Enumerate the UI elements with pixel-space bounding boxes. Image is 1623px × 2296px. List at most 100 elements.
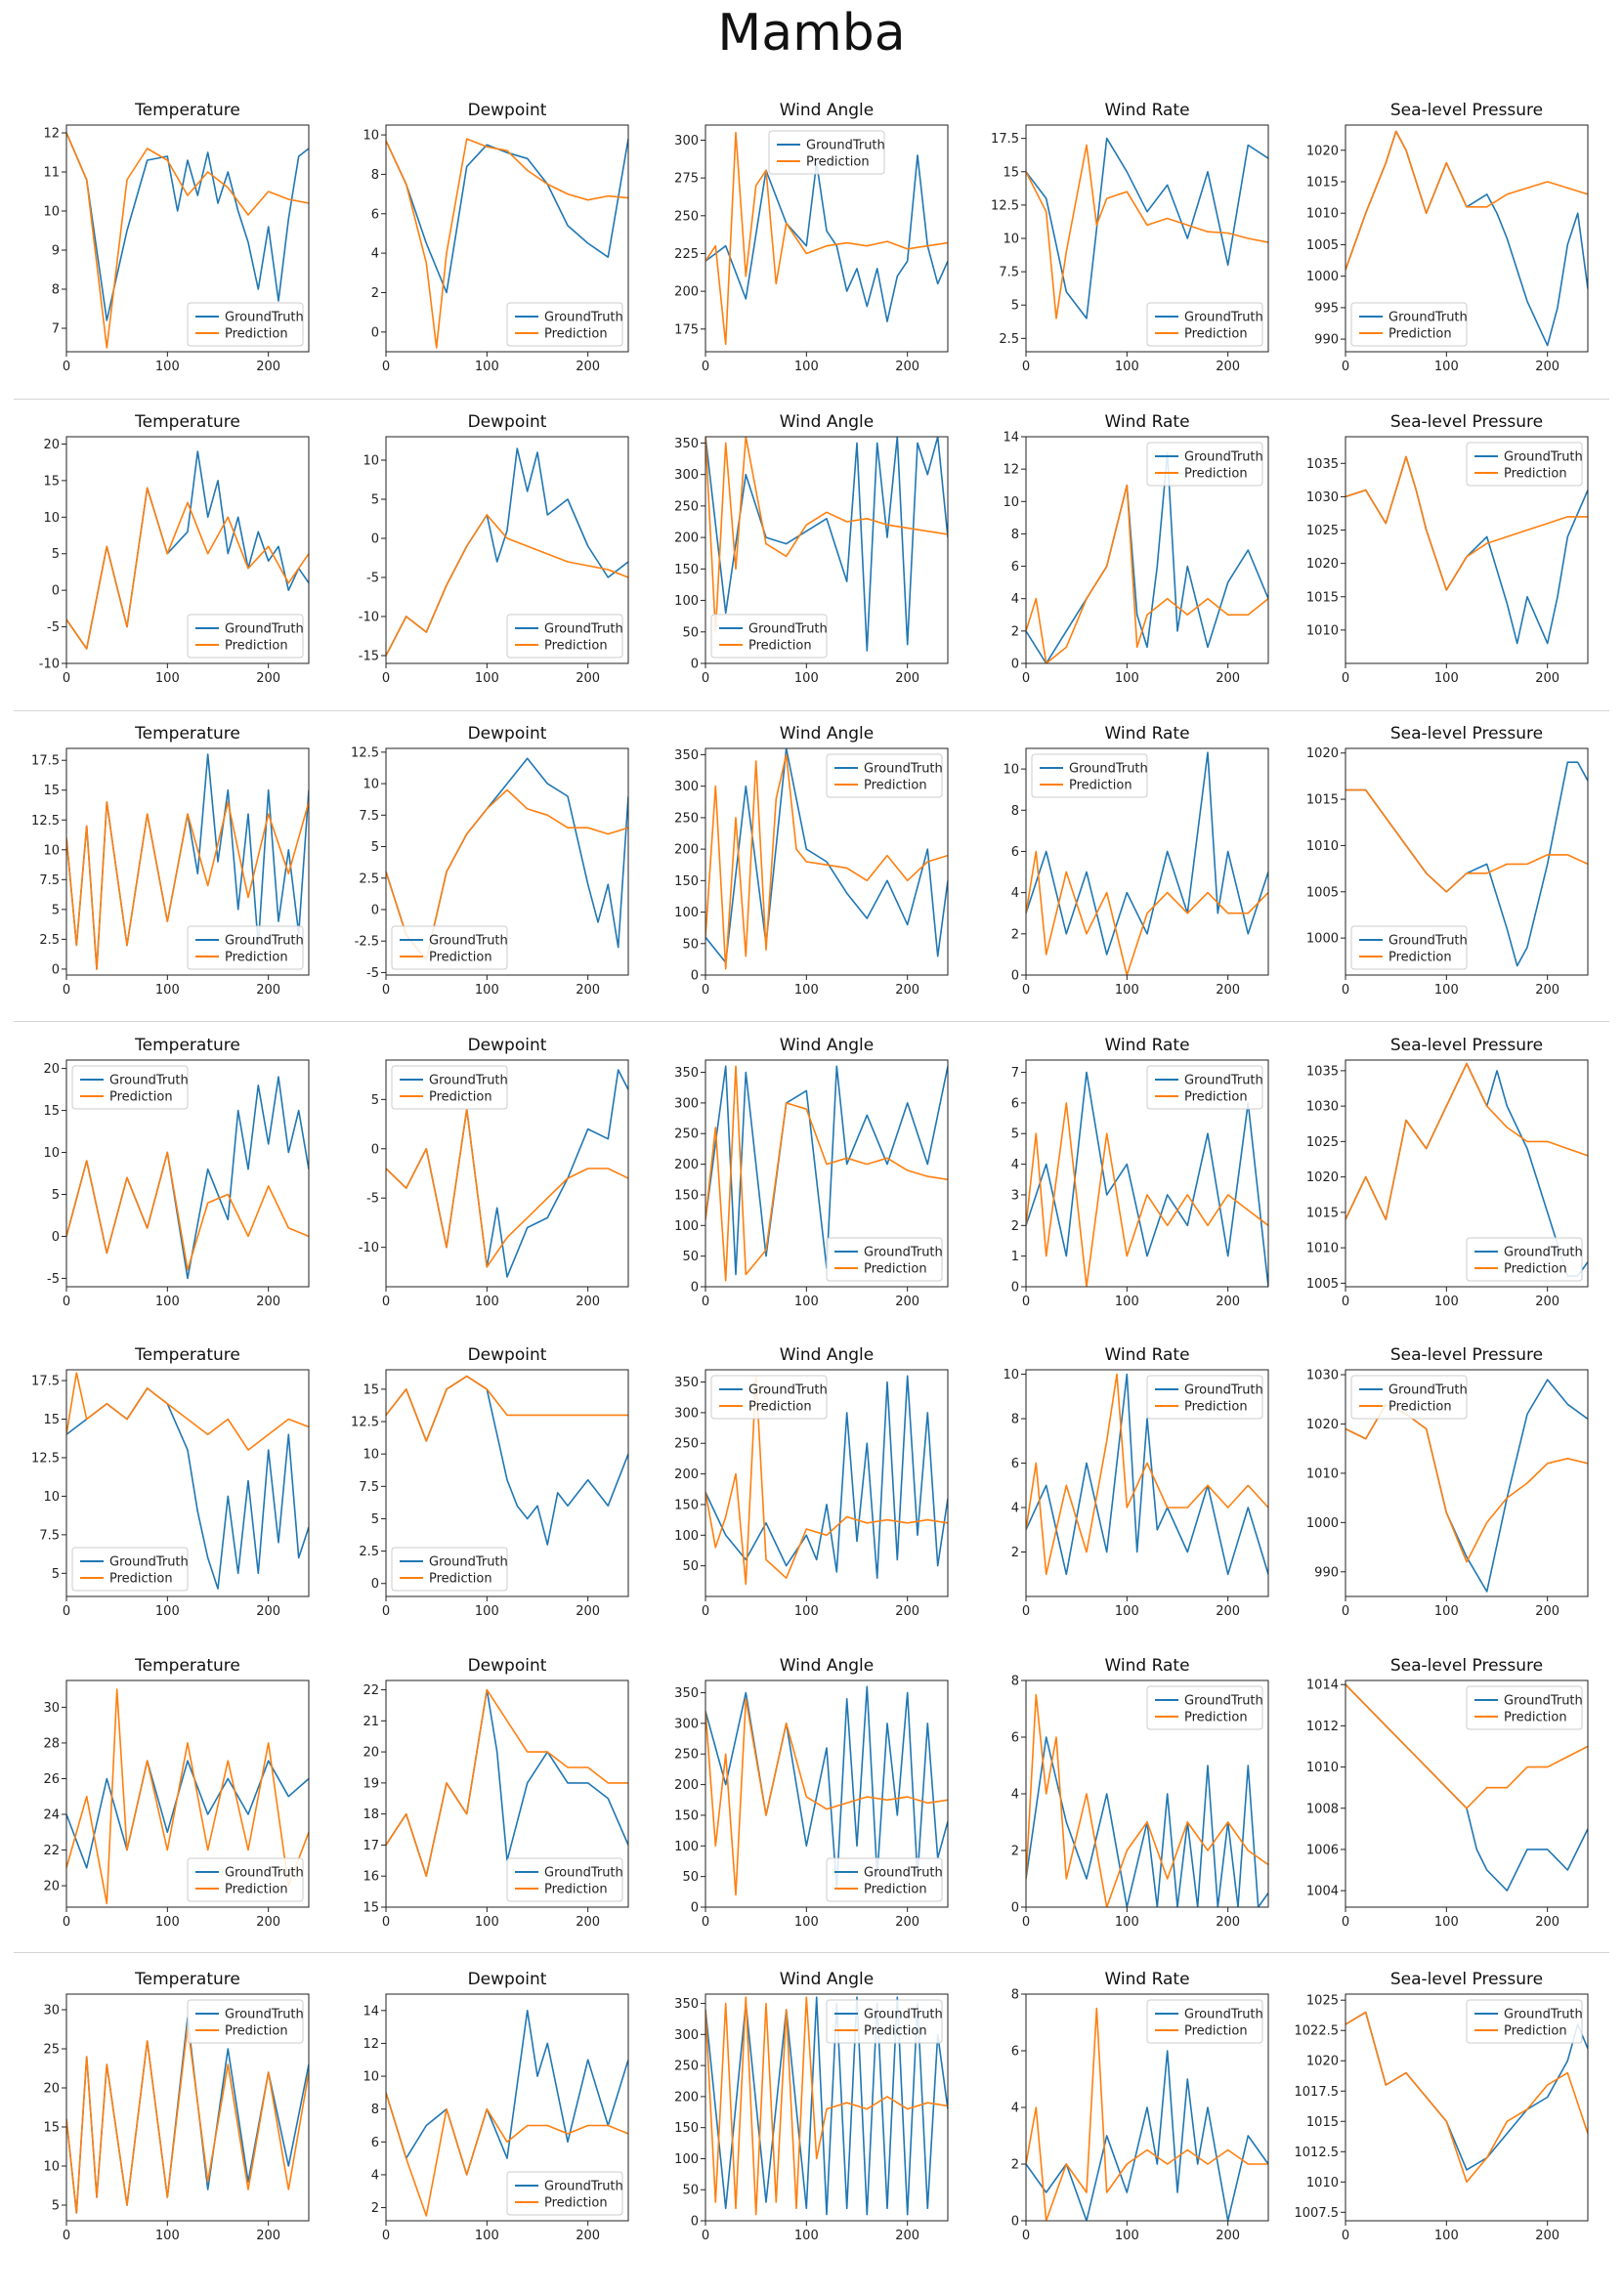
legend-label: GroundTruth bbox=[544, 1866, 623, 1881]
y-tick-label: 10 bbox=[1003, 763, 1019, 778]
plot-frame bbox=[65, 1679, 310, 1908]
chart-panel: Sea-level Pressure 0 100 200 990 995 1000 1005 1… bbox=[1306, 101, 1589, 374]
x-tick-label: 100 bbox=[155, 1604, 180, 1619]
legend-label: Prediction bbox=[1184, 1400, 1248, 1415]
y-tick-label: 150 bbox=[674, 1808, 699, 1823]
y-tick-label: 0 bbox=[371, 1142, 379, 1157]
x-tick-label: 200 bbox=[895, 1295, 919, 1309]
y-tick-label: 100 bbox=[674, 594, 699, 609]
y-tick-label: 24 bbox=[43, 1808, 60, 1823]
legend-label: GroundTruth bbox=[1504, 1246, 1583, 1260]
y-tick-label: 25 bbox=[43, 2043, 60, 2058]
y-tick-label: 1025 bbox=[1306, 1994, 1339, 2009]
y-tick-label: 20 bbox=[43, 438, 60, 452]
y-tick-label: 1030 bbox=[1306, 1100, 1339, 1115]
y-tick-label: 250 bbox=[674, 811, 699, 826]
plot-frame bbox=[385, 1993, 629, 2222]
legend-label: GroundTruth bbox=[109, 1074, 189, 1088]
legend-label: GroundTruth bbox=[864, 2008, 943, 2022]
chart-panel: Sea-level Pressure 0 100 200 1005 1010 1015 102… bbox=[1306, 1036, 1589, 1309]
legend: GroundTruth Prediction bbox=[826, 1857, 943, 1902]
x-tick-label: 100 bbox=[155, 360, 180, 374]
legend-label: Prediction bbox=[864, 1262, 927, 1277]
x-tick-label: 0 bbox=[1022, 360, 1030, 374]
series-line-prediction bbox=[705, 131, 948, 346]
plot-frame bbox=[1345, 1369, 1589, 1597]
x-tick-label: 200 bbox=[576, 1915, 600, 1930]
series-line-prediction bbox=[1345, 1403, 1588, 1563]
y-tick-label: 150 bbox=[674, 1188, 699, 1203]
y-tick-label: 1017.5 bbox=[1295, 2085, 1340, 2100]
legend-label: GroundTruth bbox=[1069, 762, 1148, 777]
x-tick-label: 100 bbox=[794, 983, 819, 998]
legend-label: GroundTruth bbox=[864, 1866, 943, 1881]
legend-box bbox=[391, 1547, 508, 1592]
y-tick-label: 0 bbox=[371, 1577, 379, 1592]
y-tick-label: 200 bbox=[674, 285, 699, 300]
y-tick-label: -5 bbox=[366, 966, 379, 981]
y-tick-label: 12.5 bbox=[351, 1416, 379, 1430]
y-tick-label: 12 bbox=[1003, 463, 1019, 478]
plot-frame bbox=[65, 1369, 310, 1597]
y-tick-label: 1000 bbox=[1306, 932, 1339, 947]
y-tick-label: 1020 bbox=[1306, 557, 1339, 572]
chart-panel: Wind Rate 0 100 200 0 1 2 3 4 5 6 7 GroundTruth Predi… bbox=[1011, 1036, 1269, 1309]
y-tick-label: 250 bbox=[674, 1127, 699, 1142]
x-tick-label: 100 bbox=[475, 1295, 499, 1309]
series-line-prediction bbox=[705, 1996, 948, 2216]
y-tick-label: 15 bbox=[43, 784, 60, 798]
x-tick-label: 200 bbox=[895, 360, 919, 374]
panel-title: Wind Rate bbox=[1104, 724, 1189, 744]
y-tick-label: 150 bbox=[674, 563, 699, 577]
legend: GroundTruth Prediction bbox=[71, 1065, 189, 1110]
series-line-prediction bbox=[66, 1151, 309, 1271]
chart-panel: Wind Rate 0 100 200 2 4 6 8 10 GroundTruth Predict… bbox=[1003, 1345, 1269, 1619]
x-tick-label: 200 bbox=[256, 671, 280, 686]
legend-label: Prediction bbox=[109, 1090, 173, 1105]
plot-frame bbox=[65, 1059, 310, 1288]
y-tick-label: 1000 bbox=[1306, 270, 1339, 284]
series-line-prediction bbox=[705, 1375, 948, 1586]
series-line-groundtruth bbox=[1026, 137, 1268, 319]
legend-label: GroundTruth bbox=[225, 2008, 304, 2022]
y-tick-label: 5 bbox=[52, 1567, 60, 1582]
chart-panel: Wind Angle 0 100 200 175 200 225 250 275 300 Groun… bbox=[674, 101, 949, 374]
y-tick-label: 19 bbox=[363, 1776, 379, 1791]
legend-box bbox=[826, 1999, 943, 2044]
panel-title: Temperature bbox=[134, 1970, 240, 1989]
y-tick-label: 300 bbox=[674, 2028, 699, 2043]
y-tick-label: 8 bbox=[1011, 804, 1019, 819]
x-tick-label: 200 bbox=[576, 983, 600, 998]
y-tick-label: 22 bbox=[43, 1844, 60, 1858]
legend-box bbox=[1031, 753, 1148, 798]
y-tick-label: -5 bbox=[47, 1272, 60, 1287]
legend-label: Prediction bbox=[544, 639, 608, 654]
series-line-prediction bbox=[386, 514, 628, 657]
y-tick-label: 22 bbox=[363, 1683, 379, 1698]
chart-panel: Temperature 0 100 200 0 2.5 5 7.5 10 12.5 15 17.5 Gr… bbox=[31, 724, 310, 998]
y-tick-label: 4 bbox=[371, 247, 379, 262]
y-tick-label: 0 bbox=[1011, 1281, 1019, 1296]
legend-label: GroundTruth bbox=[1504, 2008, 1583, 2022]
y-tick-label: 2 bbox=[1011, 624, 1019, 639]
y-tick-label: 10 bbox=[363, 778, 379, 792]
y-tick-label: 50 bbox=[682, 625, 699, 640]
plot-frame bbox=[1345, 1993, 1589, 2222]
y-tick-label: 1020 bbox=[1306, 1170, 1339, 1185]
x-tick-label: 200 bbox=[895, 1915, 919, 1930]
y-tick-label: 20 bbox=[43, 1880, 60, 1894]
y-tick-label: 275 bbox=[674, 172, 699, 187]
y-tick-label: 1010 bbox=[1306, 1467, 1339, 1481]
legend: GroundTruth Prediction bbox=[826, 1237, 943, 1282]
x-tick-label: 100 bbox=[1434, 1295, 1459, 1309]
y-tick-label: 300 bbox=[674, 780, 699, 794]
y-tick-label: 14 bbox=[363, 2004, 379, 2019]
x-tick-label: 0 bbox=[63, 671, 70, 686]
y-tick-label: 4 bbox=[1011, 886, 1019, 901]
plot-frame bbox=[65, 1993, 310, 2222]
x-tick-label: 200 bbox=[1216, 671, 1240, 686]
y-tick-label: 1035 bbox=[1306, 1064, 1339, 1079]
y-tick-label: 0 bbox=[691, 658, 699, 672]
y-tick-label: 0 bbox=[691, 1901, 699, 1916]
y-tick-label: 150 bbox=[674, 1498, 699, 1512]
